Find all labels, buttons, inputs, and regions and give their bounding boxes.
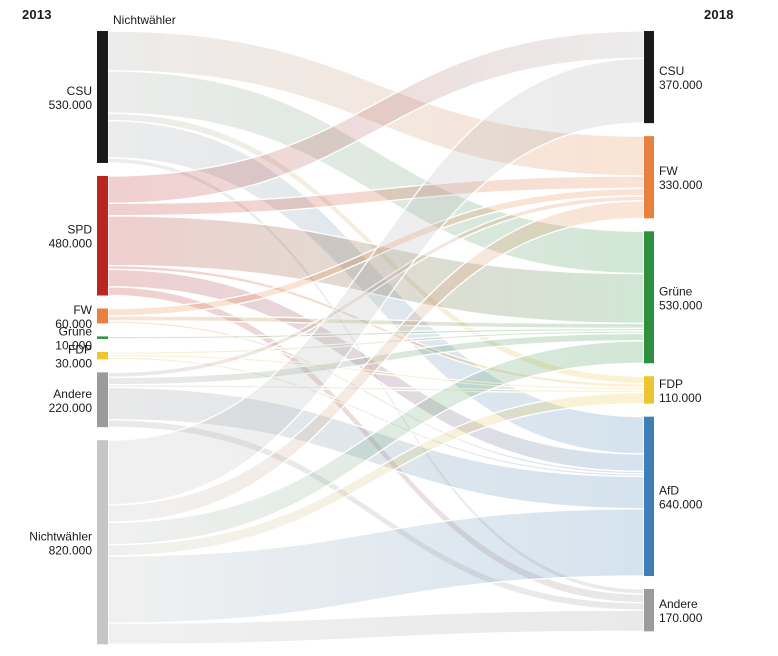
year-label-2018: 2018 [704, 7, 734, 22]
node-label-name-afd-2018: AfD [659, 483, 679, 497]
node-label-value-gruene-2018: 530.000 [659, 298, 703, 312]
node-label-name-csu-2018: CSU [659, 64, 684, 78]
node-label-value-afd-2018: 640.000 [659, 497, 703, 511]
sankey-node-fw-2018 [644, 136, 654, 219]
sankey-node-fdp-2018 [644, 376, 654, 404]
year-label-2013: 2013 [22, 7, 52, 22]
node-label-value-fw-2018: 330.000 [659, 178, 703, 192]
node-label-name-fdp-2018: FDP [659, 377, 683, 391]
node-label-name-nw-2013: Nichtwähler [29, 529, 92, 543]
node-label-value-gruene-2013: 10.000 [55, 339, 92, 353]
node-label-name-andere-2013: Andere [53, 387, 92, 401]
node-label-name-gruene-2013: Grüne [59, 325, 93, 339]
sankey-node-spd-2013 [97, 175, 108, 296]
node-label-name-fdp-2013: FDP [68, 343, 92, 357]
node-label-name-csu-2013: CSU [67, 84, 92, 98]
node-label-value-andere-2018: 170.000 [659, 611, 703, 625]
node-label-value-csu-2013: 530.000 [49, 98, 93, 112]
sankey-node-csu-2018 [644, 31, 654, 124]
sankey-node-nw-2013 [97, 440, 108, 645]
sankey-node-andere-2013 [97, 372, 108, 428]
node-label-value-fdp-2018: 110.000 [659, 391, 702, 405]
node-label-value-spd-2013: 480.000 [49, 237, 93, 251]
sankey-node-csu-2013 [97, 31, 108, 163]
node-label-name-spd-2013: SPD [67, 223, 92, 237]
node-label-name-gruene-2018: Grüne [659, 284, 693, 298]
node-label-name-andere-2018: Andere [659, 597, 698, 611]
node-label-name-fw-2013: FW [73, 303, 92, 317]
sankey-node-fw-2013 [97, 308, 108, 324]
flow-nw-2013-to-fdp-2018 [107, 391, 645, 557]
node-label-name-fw-2018: FW [659, 164, 678, 178]
sankey-node-andere-2018 [644, 589, 654, 632]
sankey-node-afd-2018 [644, 416, 654, 577]
nichtwaehler-top-label: Nichtwähler [113, 13, 176, 27]
sankey-node-fdp-2013 [97, 351, 108, 360]
node-label-value-csu-2018: 370.000 [659, 78, 703, 92]
node-label-value-nw-2013: 820.000 [49, 543, 93, 557]
sankey-node-gruene-2018 [644, 231, 654, 364]
sankey-node-gruene-2013 [97, 336, 108, 339]
node-label-value-andere-2013: 220.000 [49, 401, 93, 415]
node-label-value-fw-2013: 60.000 [55, 317, 92, 331]
node-label-value-fdp-2013: 30.000 [55, 357, 92, 371]
